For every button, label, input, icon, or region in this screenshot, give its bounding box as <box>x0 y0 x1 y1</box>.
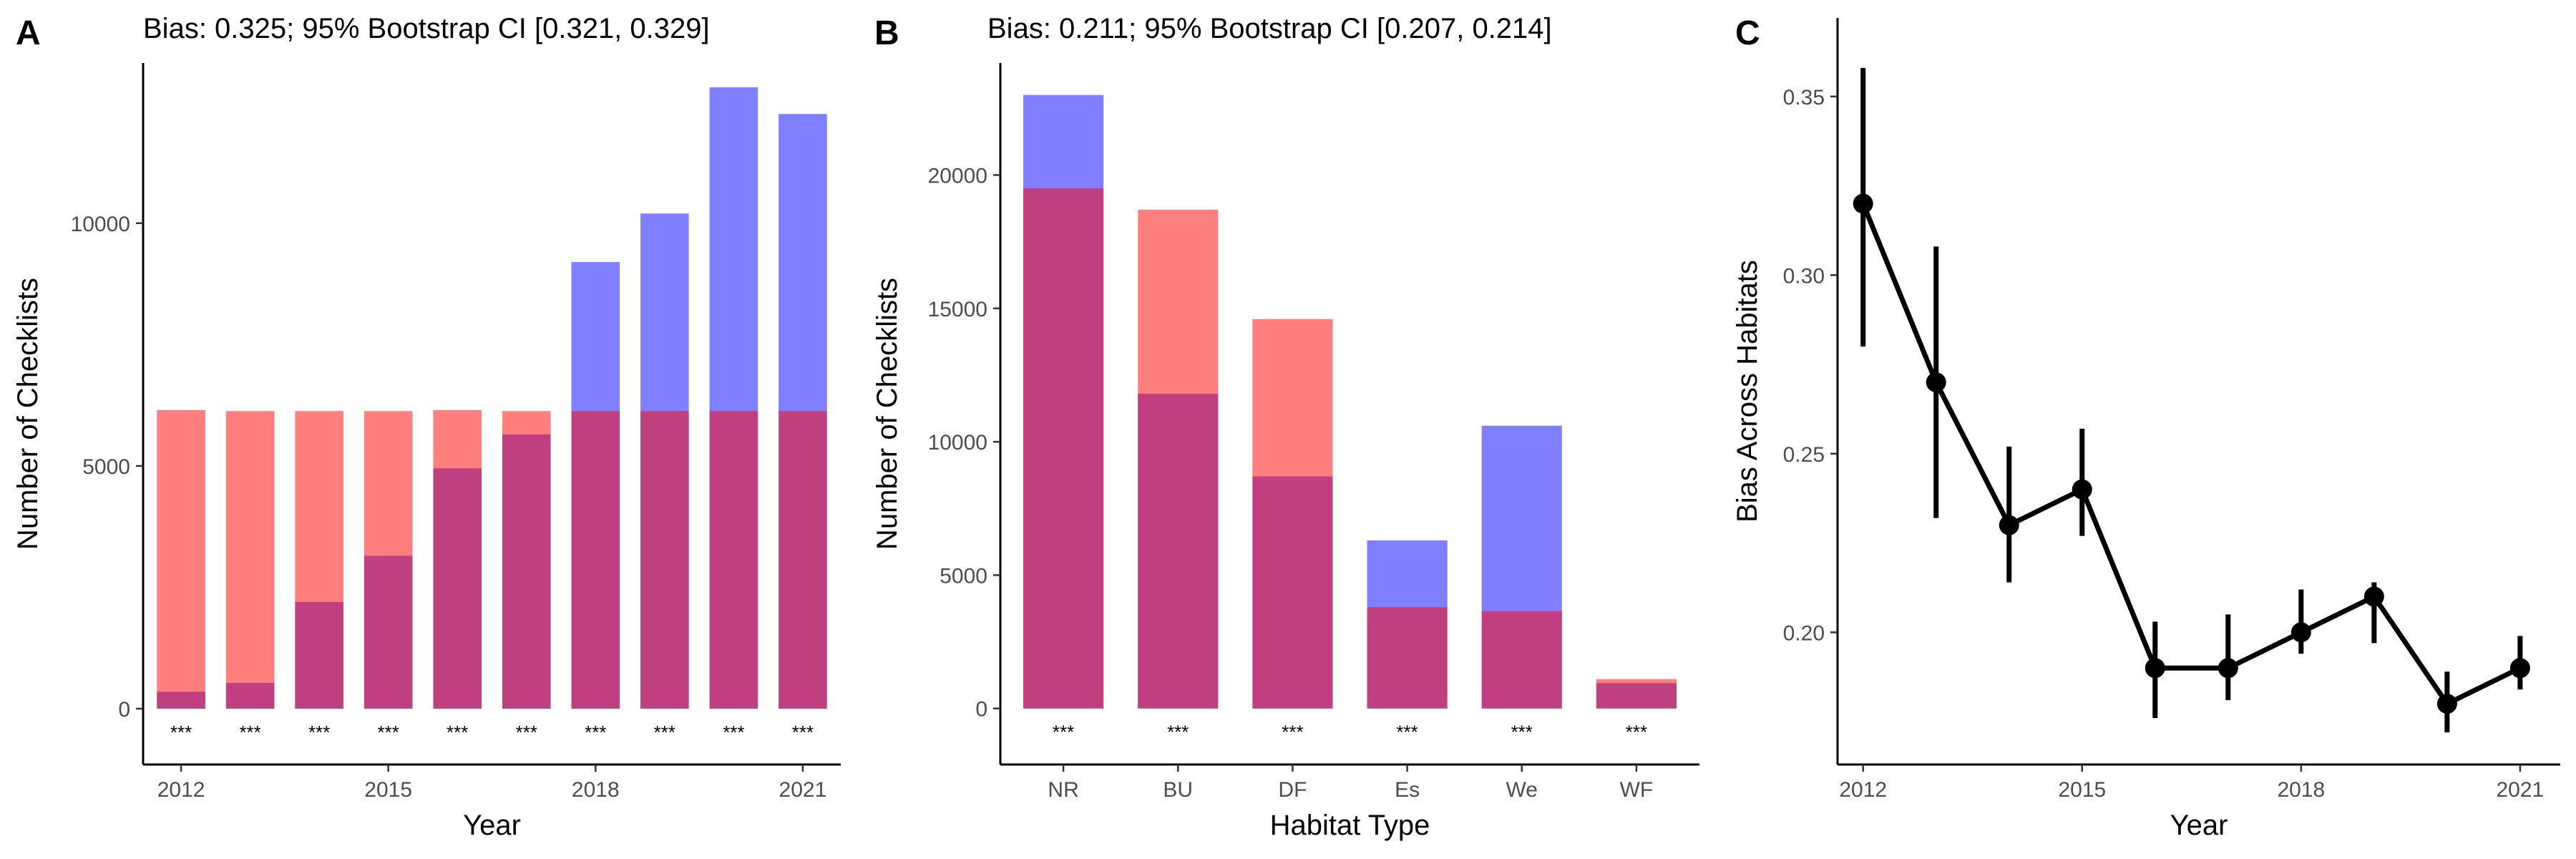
data-point-2015 <box>2072 479 2092 500</box>
significance-label-2016: *** <box>447 722 468 743</box>
y-tick-label-0: 0 <box>118 698 130 722</box>
y-tick-label-10000: 10000 <box>71 213 130 236</box>
panel-title: Bias: 0.325; 95% Bootstrap CI [0.321, 0.… <box>143 13 710 44</box>
bar-red-nr <box>1023 188 1104 709</box>
x-tick-label-2021: 2021 <box>2497 778 2545 802</box>
x-tick-label-es: Es <box>1395 778 1420 802</box>
x-tick-label-2012: 2012 <box>1839 778 1887 802</box>
y-tick-label-5000: 5000 <box>82 455 130 479</box>
significance-label-2015: *** <box>378 722 399 743</box>
y-tick-label-0-35: 0.35 <box>1783 86 1825 110</box>
bar-red-2019 <box>640 411 689 709</box>
bar-red-2017 <box>502 411 551 709</box>
y-tick-label-15000: 15000 <box>928 298 987 321</box>
data-point-2020 <box>2436 694 2457 714</box>
bar-red-2021 <box>779 411 827 709</box>
y-tick-label-5000: 5000 <box>940 564 987 588</box>
y-axis-title: Bias Across Habitats <box>1732 260 1763 523</box>
x-axis-title: Habitat Type <box>1270 810 1430 841</box>
bar-red-es <box>1367 607 1448 709</box>
x-tick-label-2018: 2018 <box>2277 778 2325 802</box>
panel-letter: A <box>16 14 41 52</box>
significance-label-2018: *** <box>585 722 606 743</box>
data-point-2021 <box>2509 658 2530 679</box>
significance-label-2013: *** <box>239 722 260 743</box>
significance-label-2019: *** <box>654 722 675 743</box>
y-tick-label-0: 0 <box>975 698 987 722</box>
significance-label-2017: *** <box>516 722 537 743</box>
bar-red-2012 <box>157 409 205 709</box>
panel-letter: B <box>874 14 899 52</box>
bar-red-2014 <box>295 411 343 709</box>
significance-label-2014: *** <box>308 722 330 743</box>
data-point-2012 <box>1853 193 1873 214</box>
significance-label-bu: *** <box>1167 722 1189 743</box>
significance-label-wf: *** <box>1626 722 1647 743</box>
data-point-2014 <box>1999 515 2019 535</box>
bar-red-2016 <box>433 409 482 709</box>
x-tick-label-df: DF <box>1278 778 1307 802</box>
bar-red-df <box>1252 319 1333 709</box>
significance-label-2021: *** <box>792 722 814 743</box>
y-axis-title: Number of Checklists <box>12 278 44 550</box>
x-axis-title: Year <box>463 810 521 841</box>
y-tick-label-0-3: 0.30 <box>1783 264 1825 288</box>
y-axis-title: Number of Checklists <box>872 278 903 550</box>
y-tick-label-0-25: 0.25 <box>1783 443 1825 467</box>
x-axis-title: Year <box>2170 810 2228 841</box>
bar-red-bu <box>1138 209 1219 709</box>
bar-red-2020 <box>709 411 758 709</box>
bar-red-2013 <box>225 411 275 709</box>
bar-red-we <box>1481 611 1562 709</box>
panel-b: B Bias: 0.211; 95% Bootstrap CI [0.207, 0… <box>872 13 1699 841</box>
x-tick-label-2015: 2015 <box>2058 778 2106 802</box>
bar-red-2018 <box>571 411 620 709</box>
significance-label-2020: *** <box>723 722 744 743</box>
x-tick-label-bu: BU <box>1163 778 1193 802</box>
data-point-2016 <box>2145 658 2165 679</box>
x-tick-label-wf: WF <box>1620 778 1654 802</box>
x-tick-label-nr: NR <box>1048 778 1078 802</box>
bar-red-2015 <box>364 411 413 709</box>
bar-red-wf <box>1596 679 1677 709</box>
significance-label-df: *** <box>1282 722 1303 743</box>
panel-letter: C <box>1735 14 1760 52</box>
x-tick-label-2018: 2018 <box>572 778 620 802</box>
y-tick-label-0-2: 0.20 <box>1783 621 1825 645</box>
data-point-2019 <box>2363 586 2384 607</box>
panel-c: C 0.20 0.25 0.30 0.35 2012 2015 2018 2021 Year Bia… <box>1732 14 2560 841</box>
data-point-2018 <box>2290 622 2311 643</box>
significance-label-we: *** <box>1511 722 1533 743</box>
y-tick-label-20000: 20000 <box>928 165 987 188</box>
x-tick-label-2021: 2021 <box>779 778 827 802</box>
significance-label-2012: *** <box>170 722 192 743</box>
x-tick-label-2012: 2012 <box>157 778 205 802</box>
series-line <box>1860 203 2522 707</box>
data-point-2013 <box>1926 372 1946 393</box>
x-tick-label-2015: 2015 <box>364 778 412 802</box>
significance-label-es: *** <box>1396 722 1418 743</box>
significance-label-nr: *** <box>1053 722 1074 743</box>
y-tick-label-10000: 10000 <box>928 431 987 455</box>
data-point-2017 <box>2218 658 2238 679</box>
panel-a: A Bias: 0.325; 95% Bootstrap CI [0.321, 0… <box>12 13 841 841</box>
panel-title: Bias: 0.211; 95% Bootstrap CI [0.207, 0.… <box>987 13 1552 44</box>
x-tick-label-we: We <box>1506 778 1538 802</box>
